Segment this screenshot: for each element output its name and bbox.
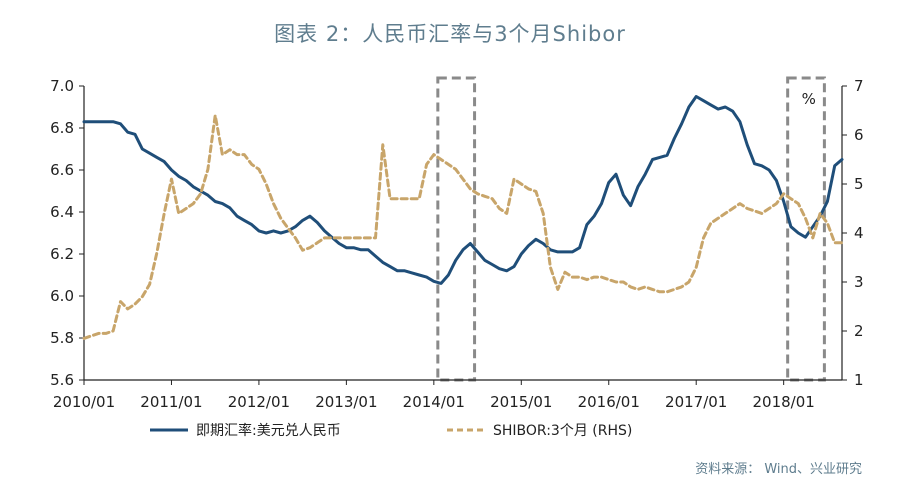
axes: 5.6 5.8 6.0 6.2 6.4 6.6 6.8 7.0 1 2 3 4 5 6 7% 2010/01 2… [50, 77, 863, 411]
x-tick-label: 2012/01 [228, 393, 290, 411]
highlight-box-1 [436, 76, 477, 382]
series-line-shibor [82, 113, 844, 340]
y-left-tick-label: 6.0 [50, 287, 74, 305]
y-right-tick-label: 3 [854, 273, 864, 291]
y-right-tick-label: 7 [854, 77, 864, 95]
x-tick-label: 2015/01 [490, 393, 552, 411]
y-right-tick-label: 2 [854, 322, 864, 340]
series-layer [82, 95, 844, 340]
legend-label: SHIBOR:3个月 (RHS) [493, 423, 632, 439]
x-tick-label: 2010/01 [53, 393, 115, 411]
y-left-tick-label: 6.4 [50, 203, 74, 221]
y-left-tick-label: 6.8 [50, 119, 74, 137]
x-tick-label: 2014/01 [403, 393, 465, 411]
y-left-tick-label: 7.0 [50, 77, 74, 95]
y-left-tick-label: 5.6 [50, 371, 74, 389]
y-right-unit-label: % [802, 90, 816, 108]
y-right-tick-label: 4 [854, 224, 864, 242]
x-tick-label: 2018/01 [753, 393, 815, 411]
x-tick-label: 2013/01 [315, 393, 377, 411]
x-tick-label: 2016/01 [578, 393, 640, 411]
legend: 即期汇率:美元兑人民币 SHIBOR:3个月 (RHS) [150, 422, 632, 439]
y-right-tick-label: 5 [854, 175, 864, 193]
source-note: 资料来源： Wind、兴业研究 [695, 462, 862, 477]
x-tick-label: 2011/01 [140, 393, 202, 411]
legend-label: 即期汇率:美元兑人民币 [196, 422, 341, 439]
y-right-tick-label: 1 [854, 371, 864, 389]
chart-title: 图表 2：人民币汇率与3个月Shibor [274, 22, 626, 46]
y-left-tick-label: 5.8 [50, 329, 74, 347]
y-right-tick-label: 6 [854, 126, 864, 144]
y-left-tick-label: 6.2 [50, 245, 74, 263]
highlight-boxes [436, 76, 826, 382]
y-left-tick-label: 6.6 [50, 161, 74, 179]
series-line-fx-rate [82, 95, 844, 285]
x-tick-label: 2017/01 [665, 393, 727, 411]
